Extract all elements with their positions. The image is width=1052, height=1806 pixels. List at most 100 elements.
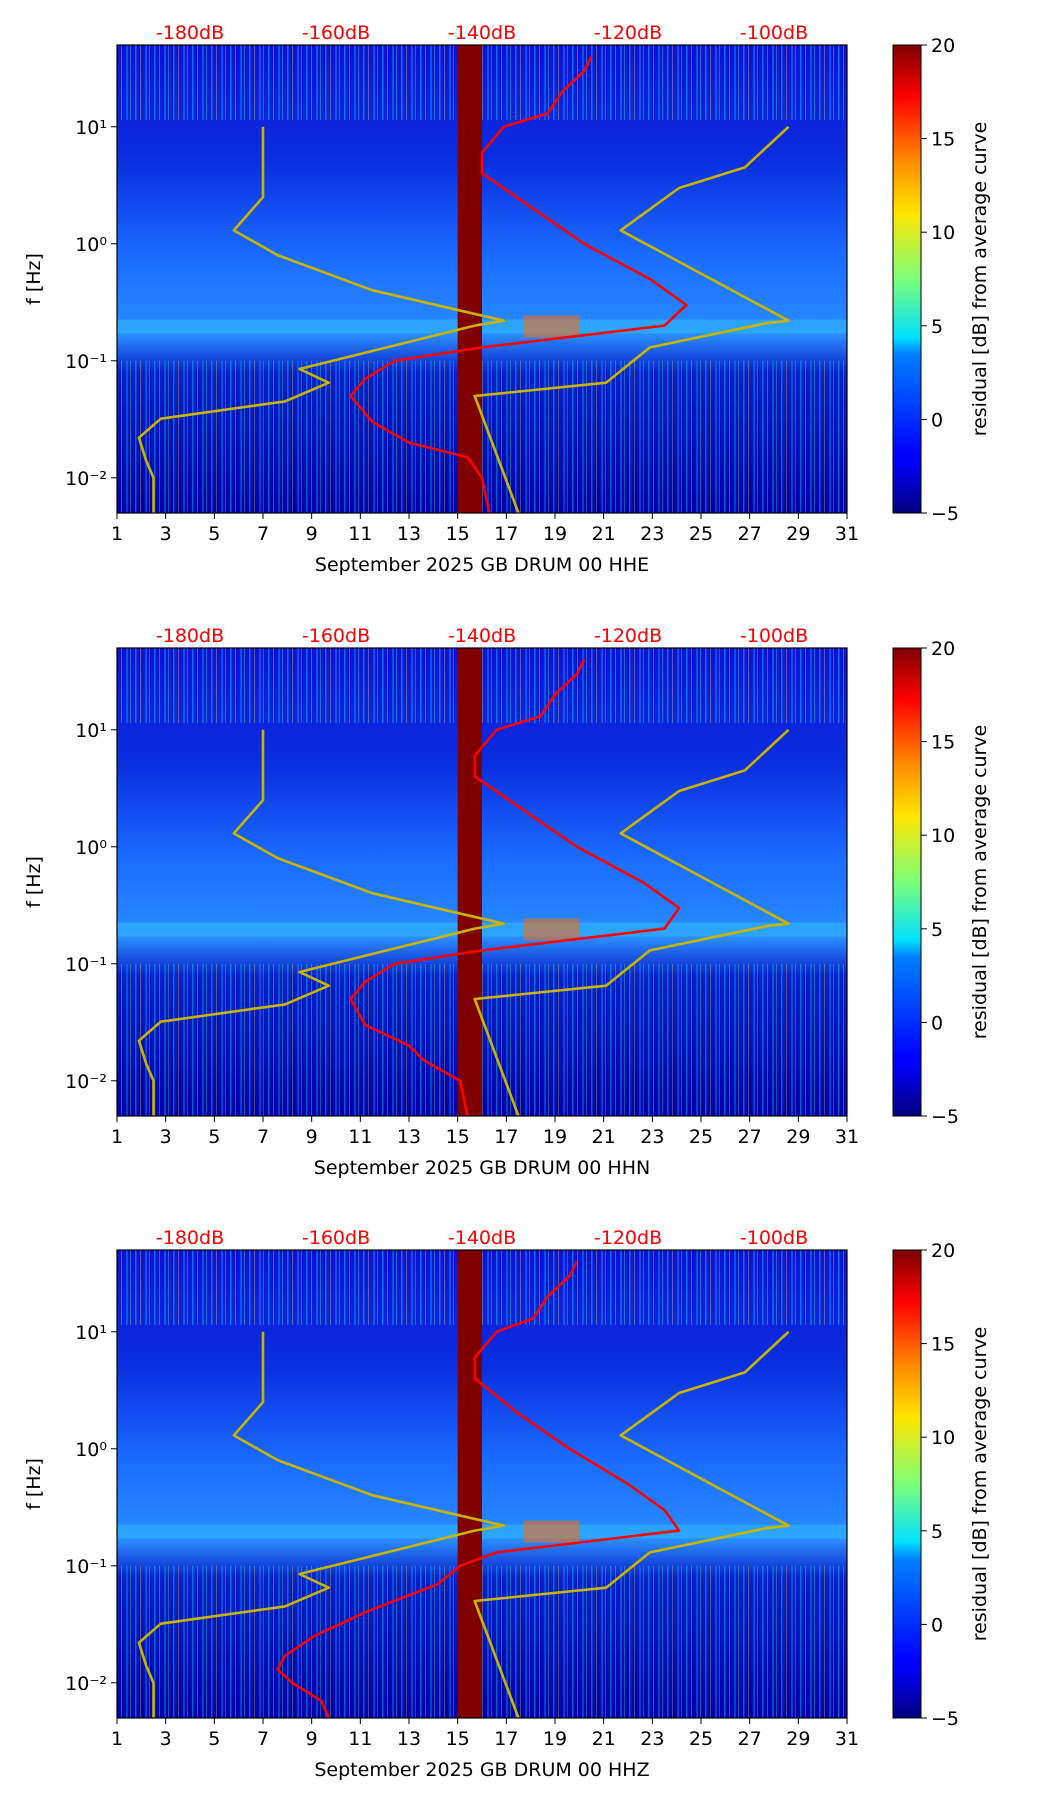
y-tick-label: 10⁻¹ <box>65 351 107 373</box>
noise-model-curve-low <box>137 126 506 513</box>
x-tick-label: 1 <box>111 1126 123 1148</box>
microseism-hotspot <box>523 918 580 941</box>
average-psd-curve <box>349 55 688 514</box>
x-tick-label: 15 <box>446 523 470 545</box>
x-tick-label: 31 <box>835 523 859 545</box>
noise-model-curve-high <box>473 1330 790 1719</box>
colorbar-tick-label: 20 <box>931 35 955 57</box>
top-db-label: -180dB <box>156 625 224 647</box>
colorbar <box>892 647 922 1117</box>
plot-frame <box>116 44 848 514</box>
colorbar-tick-label: −5 <box>931 1106 959 1128</box>
x-tick-label: 5 <box>208 1126 220 1148</box>
x-tick-label: 23 <box>640 523 664 545</box>
x-axis-title: September 2025 GB DRUM 00 HHE <box>315 554 649 576</box>
x-tick-label: 31 <box>835 1126 859 1148</box>
y-tick-label: 10⁻¹ <box>65 954 107 976</box>
y-tick-label: 10⁻² <box>65 1673 107 1695</box>
y-tick-label: 10⁰ <box>75 837 107 859</box>
y-tick-label: 10⁻¹ <box>65 1556 107 1578</box>
noise-model-curve-low <box>137 1331 506 1718</box>
x-tick-label: 9 <box>306 1728 318 1750</box>
x-axis-title: September 2025 GB DRUM 00 HHZ <box>314 1759 649 1781</box>
y-tick-label: 10¹ <box>75 117 107 139</box>
top-db-label: -140dB <box>448 625 516 647</box>
y-tick-label: 10⁻² <box>65 468 107 490</box>
top-db-label: -100dB <box>740 625 808 647</box>
colorbar-tick-label: −5 <box>931 503 959 525</box>
colorbar-tick-label: 5 <box>931 919 943 941</box>
top-db-label: -100dB <box>740 1227 808 1249</box>
top-db-label: -140dB <box>448 1227 516 1249</box>
colorbar-tick-label: 0 <box>931 1012 943 1034</box>
colorbar-tick-label: 5 <box>931 1521 943 1543</box>
x-tick-label: 25 <box>689 1126 713 1148</box>
x-tick-label: 15 <box>446 1126 470 1148</box>
microseism-hotspot <box>523 315 580 338</box>
x-tick-label: 29 <box>786 523 810 545</box>
plot-frame <box>116 1249 848 1719</box>
x-tick-label: 13 <box>397 1126 421 1148</box>
x-tick-label: 21 <box>592 1728 616 1750</box>
y-tick-label: 10¹ <box>75 1322 107 1344</box>
colorbar-tick-label: 20 <box>931 1240 955 1262</box>
x-tick-label: 27 <box>738 1126 762 1148</box>
x-tick-label: 5 <box>208 1728 220 1750</box>
x-tick-label: 15 <box>446 1728 470 1750</box>
x-tick-label: 19 <box>543 523 567 545</box>
x-tick-label: 21 <box>592 1126 616 1148</box>
colorbar-tick-label: 10 <box>931 222 955 244</box>
colorbar-tick-label: 10 <box>931 1427 955 1449</box>
x-tick-label: 31 <box>835 1728 859 1750</box>
x-tick-label: 23 <box>640 1126 664 1148</box>
x-tick-label: 25 <box>689 523 713 545</box>
x-tick-label: 17 <box>494 523 518 545</box>
x-tick-label: 29 <box>786 1126 810 1148</box>
x-tick-label: 7 <box>257 1728 269 1750</box>
x-tick-label: 7 <box>257 523 269 545</box>
noise-model-curve-high <box>473 125 790 514</box>
top-db-label: -100dB <box>740 22 808 44</box>
x-tick-label: 19 <box>543 1126 567 1148</box>
top-db-label: -160dB <box>302 1227 370 1249</box>
colorbar-tick-label: 15 <box>931 1334 955 1356</box>
x-tick-label: 25 <box>689 1728 713 1750</box>
top-db-label: -180dB <box>156 22 224 44</box>
x-tick-label: 27 <box>738 1728 762 1750</box>
colorbar-tick-label: −5 <box>931 1708 959 1730</box>
y-tick-label: 10⁰ <box>75 1439 107 1461</box>
x-tick-label: 29 <box>786 1728 810 1750</box>
x-tick-label: 11 <box>348 523 372 545</box>
x-tick-label: 11 <box>348 1126 372 1148</box>
x-tick-label: 11 <box>348 1728 372 1750</box>
colorbar <box>892 1249 922 1719</box>
colorbar-tick-label: 20 <box>931 638 955 660</box>
top-db-label: -120dB <box>594 1227 662 1249</box>
x-tick-label: 9 <box>306 1126 318 1148</box>
y-axis-title: f [Hz] <box>23 253 45 305</box>
x-tick-label: 9 <box>306 523 318 545</box>
noise-model-curve-high <box>473 728 790 1117</box>
noise-model-curve-low <box>137 729 506 1116</box>
colorbar-tick-label: 0 <box>931 409 943 431</box>
spectrogram-panel-1: 1 3 5 7 9 11 13 15 17 19 21 23 25 27 29 3110⁻²10⁻¹10⁰10… <box>23 22 991 576</box>
top-db-label: -180dB <box>156 1227 224 1249</box>
data-gap-bar <box>457 648 482 1116</box>
x-tick-label: 13 <box>397 1728 421 1750</box>
x-tick-label: 19 <box>543 1728 567 1750</box>
x-tick-label: 23 <box>640 1728 664 1750</box>
y-axis-title: f [Hz] <box>23 1458 45 1510</box>
x-tick-label: 3 <box>160 1126 172 1148</box>
x-tick-label: 17 <box>494 1126 518 1148</box>
x-tick-label: 17 <box>494 1728 518 1750</box>
x-tick-label: 27 <box>738 523 762 545</box>
top-db-label: -120dB <box>594 625 662 647</box>
colorbar <box>892 44 922 514</box>
x-tick-label: 1 <box>111 523 123 545</box>
x-tick-label: 5 <box>208 523 220 545</box>
spectrogram-panel-3: 1 3 5 7 9 11 13 15 17 19 21 23 25 27 29 3110⁻²10⁻¹10⁰10… <box>23 1227 991 1781</box>
x-tick-label: 1 <box>111 1728 123 1750</box>
top-db-label: -160dB <box>302 22 370 44</box>
colorbar-tick-label: 0 <box>931 1614 943 1636</box>
